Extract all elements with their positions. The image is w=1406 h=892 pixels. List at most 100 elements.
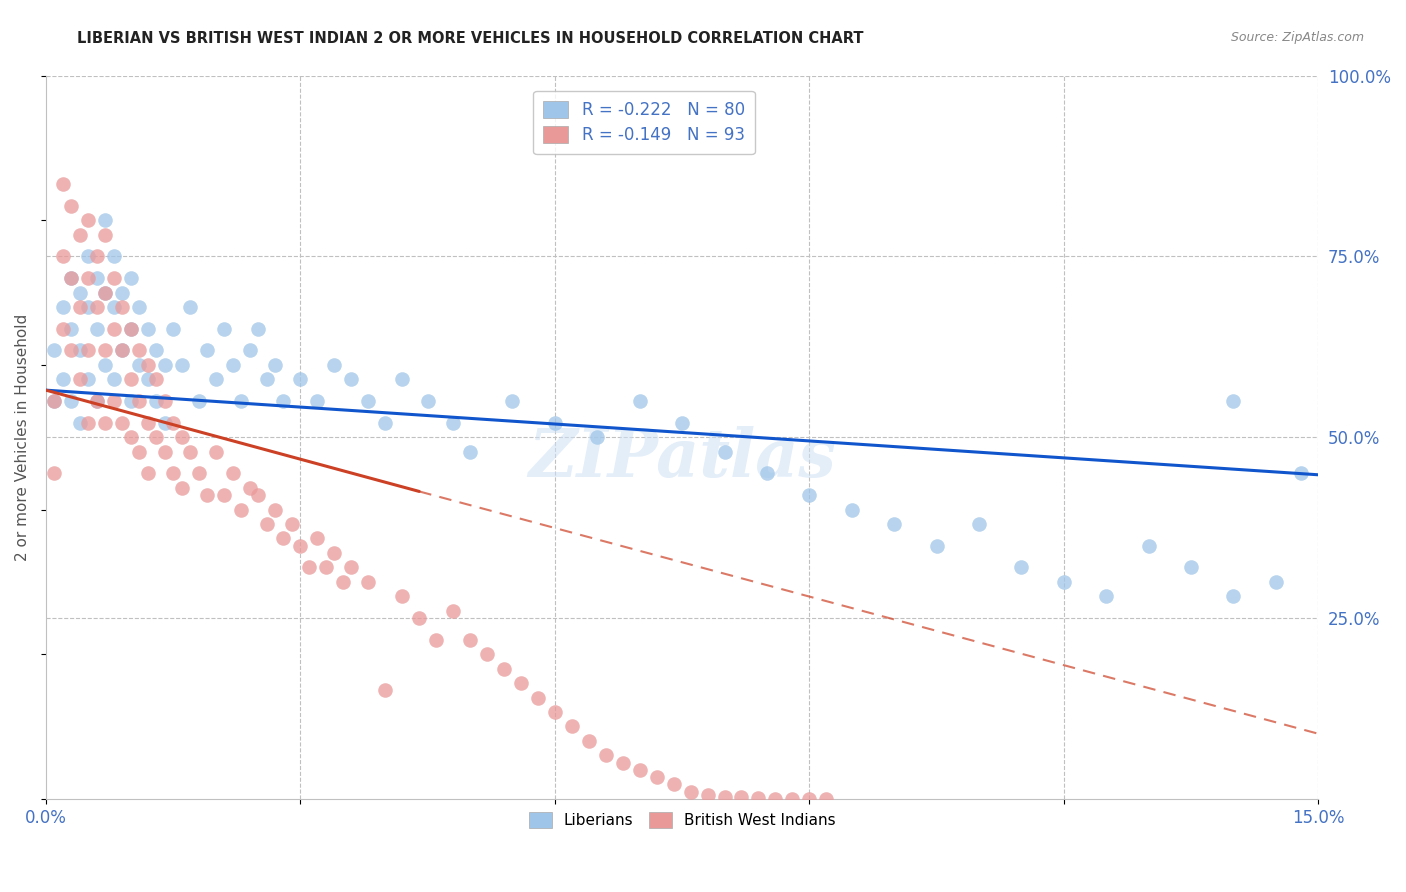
- Point: [408, 611, 430, 625]
- Point: [1222, 590, 1244, 604]
- Point: [52, 249, 75, 263]
- Point: [561, 719, 583, 733]
- Legend: Liberians, British West Indians: Liberians, British West Indians: [523, 806, 842, 835]
- Point: [204, 372, 226, 386]
- Point: [111, 343, 134, 358]
- Point: [1053, 574, 1076, 589]
- Point: [662, 777, 685, 791]
- Point: [425, 632, 447, 647]
- Point: [501, 394, 523, 409]
- Point: [69, 227, 91, 242]
- Point: [221, 467, 243, 481]
- Point: [883, 516, 905, 531]
- Point: [128, 343, 150, 358]
- Point: [103, 394, 125, 409]
- Point: [967, 516, 990, 531]
- Point: [1222, 394, 1244, 409]
- Point: [1095, 590, 1118, 604]
- Point: [782, 792, 804, 806]
- Point: [298, 560, 321, 574]
- Point: [77, 249, 100, 263]
- Point: [170, 430, 193, 444]
- Point: [925, 539, 948, 553]
- Point: [696, 788, 718, 802]
- Point: [755, 467, 778, 481]
- Point: [391, 372, 413, 386]
- Point: [815, 792, 838, 806]
- Point: [77, 343, 100, 358]
- Point: [145, 372, 167, 386]
- Point: [86, 394, 108, 409]
- Point: [229, 394, 252, 409]
- Point: [44, 467, 66, 481]
- Point: [94, 227, 117, 242]
- Point: [187, 467, 209, 481]
- Point: [441, 416, 464, 430]
- Point: [153, 358, 176, 372]
- Point: [492, 662, 515, 676]
- Point: [416, 394, 439, 409]
- Point: [103, 372, 125, 386]
- Point: [475, 647, 498, 661]
- Point: [136, 467, 159, 481]
- Point: [69, 300, 91, 314]
- Point: [264, 358, 287, 372]
- Point: [323, 358, 346, 372]
- Point: [103, 271, 125, 285]
- Point: [44, 394, 66, 409]
- Point: [340, 560, 363, 574]
- Point: [799, 792, 821, 806]
- Point: [162, 467, 184, 481]
- Point: [730, 790, 752, 805]
- Point: [441, 604, 464, 618]
- Point: [77, 372, 100, 386]
- Point: [307, 532, 329, 546]
- Point: [111, 416, 134, 430]
- Point: [374, 416, 396, 430]
- Point: [290, 372, 312, 386]
- Point: [238, 343, 260, 358]
- Point: [86, 300, 108, 314]
- Point: [111, 285, 134, 300]
- Point: [103, 300, 125, 314]
- Point: [628, 394, 651, 409]
- Point: [86, 249, 108, 263]
- Point: [52, 300, 75, 314]
- Point: [86, 394, 108, 409]
- Point: [212, 488, 235, 502]
- Point: [256, 372, 278, 386]
- Point: [69, 372, 91, 386]
- Point: [799, 488, 821, 502]
- Point: [595, 748, 617, 763]
- Point: [60, 343, 83, 358]
- Point: [204, 444, 226, 458]
- Point: [273, 532, 295, 546]
- Point: [273, 394, 295, 409]
- Point: [120, 271, 142, 285]
- Point: [111, 300, 134, 314]
- Point: [628, 763, 651, 777]
- Point: [103, 321, 125, 335]
- Point: [391, 590, 413, 604]
- Point: [1010, 560, 1032, 574]
- Point: [544, 705, 567, 719]
- Point: [307, 394, 329, 409]
- Text: LIBERIAN VS BRITISH WEST INDIAN 2 OR MORE VEHICLES IN HOUSEHOLD CORRELATION CHAR: LIBERIAN VS BRITISH WEST INDIAN 2 OR MOR…: [77, 31, 863, 46]
- Point: [94, 285, 117, 300]
- Point: [671, 416, 693, 430]
- Point: [510, 676, 533, 690]
- Point: [69, 285, 91, 300]
- Point: [645, 770, 668, 784]
- Point: [120, 430, 142, 444]
- Point: [1180, 560, 1202, 574]
- Point: [153, 444, 176, 458]
- Point: [94, 213, 117, 227]
- Point: [69, 343, 91, 358]
- Point: [281, 516, 304, 531]
- Point: [340, 372, 363, 386]
- Point: [60, 271, 83, 285]
- Point: [612, 756, 634, 770]
- Point: [153, 416, 176, 430]
- Point: [713, 444, 735, 458]
- Point: [247, 488, 270, 502]
